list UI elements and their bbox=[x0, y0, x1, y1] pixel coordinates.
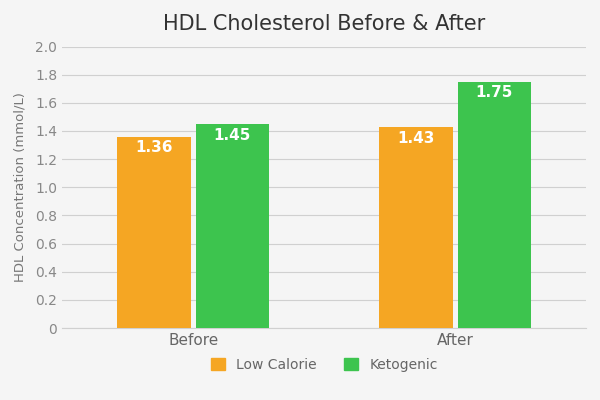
Title: HDL Cholesterol Before & After: HDL Cholesterol Before & After bbox=[163, 14, 485, 34]
Bar bbox=[196, 124, 269, 328]
Bar bbox=[458, 82, 531, 328]
Text: 1.45: 1.45 bbox=[214, 128, 251, 143]
Text: 1.43: 1.43 bbox=[397, 130, 434, 146]
Bar bbox=[379, 127, 452, 328]
Y-axis label: HDL Concentration (mmol/L): HDL Concentration (mmol/L) bbox=[14, 92, 27, 282]
Text: 1.75: 1.75 bbox=[476, 86, 513, 100]
Legend: Low Calorie, Ketogenic: Low Calorie, Ketogenic bbox=[211, 358, 437, 372]
Text: 1.36: 1.36 bbox=[135, 140, 173, 155]
Bar bbox=[117, 137, 191, 328]
